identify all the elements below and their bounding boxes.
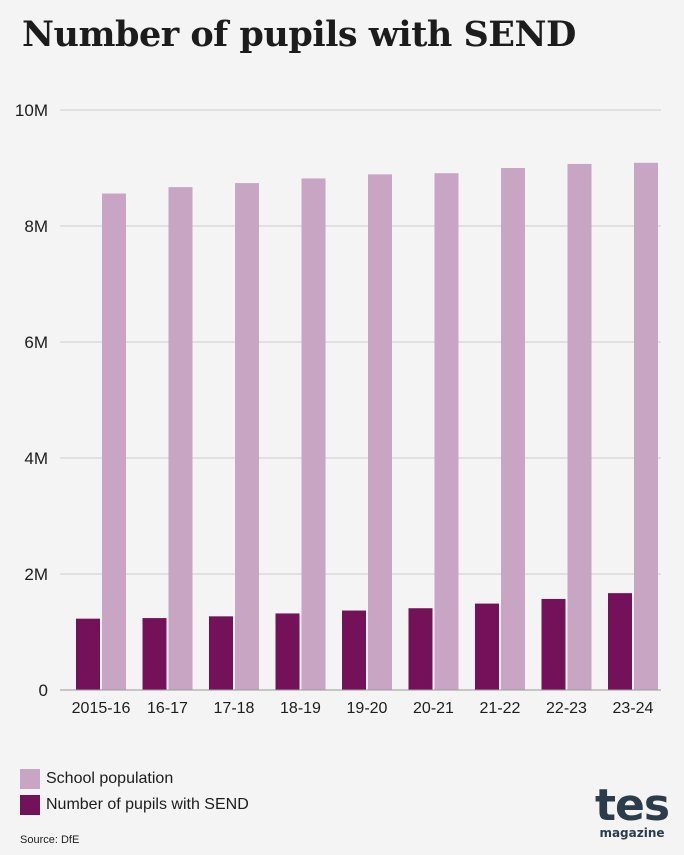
y-tick-label: 4M bbox=[24, 449, 48, 468]
legend-swatch-send bbox=[20, 795, 40, 815]
x-tick-label: 22-23 bbox=[546, 700, 587, 717]
bar-send bbox=[608, 593, 632, 690]
bar-school-population bbox=[501, 168, 525, 690]
bar-send bbox=[275, 613, 300, 690]
legend-label-send: Number of pupils with SEND bbox=[46, 796, 249, 813]
bar-send bbox=[475, 603, 499, 690]
bar-school-population bbox=[434, 173, 459, 691]
y-tick-label: 8M bbox=[24, 217, 48, 236]
x-tick-label: 23-24 bbox=[613, 700, 654, 717]
y-tick-label: 6M bbox=[24, 333, 48, 352]
source-note: Source: DfE bbox=[20, 834, 80, 846]
x-tick-label: 20-21 bbox=[413, 700, 454, 717]
y-tick-label: 0 bbox=[39, 681, 48, 700]
bar-school-population bbox=[368, 174, 392, 690]
bar-send bbox=[142, 618, 167, 690]
legend-label-school-population: School population bbox=[46, 770, 174, 787]
chart-title: Number of pupils with SEND bbox=[22, 14, 576, 55]
logo-sub: magazine bbox=[599, 826, 665, 840]
bar-school-population bbox=[102, 193, 126, 690]
bar-send bbox=[76, 618, 100, 690]
bar-school-population bbox=[168, 187, 193, 690]
x-tick-label: 21-22 bbox=[480, 700, 521, 717]
bar-send bbox=[342, 610, 366, 690]
y-tick-label: 10M bbox=[15, 101, 48, 120]
x-tick-label: 2015-16 bbox=[72, 700, 131, 717]
bar-school-population bbox=[567, 163, 592, 690]
bar-school-population bbox=[634, 162, 658, 690]
legend-swatch-school-population bbox=[20, 769, 40, 789]
x-tick-label: 16-17 bbox=[147, 700, 188, 717]
legend-item-school-population: School population bbox=[20, 766, 249, 792]
bar-send bbox=[408, 608, 433, 690]
x-tick-label: 19-20 bbox=[347, 700, 388, 717]
legend-item-send: Number of pupils with SEND bbox=[20, 792, 249, 818]
x-tick-label: 17-18 bbox=[214, 700, 255, 717]
bar-send bbox=[209, 616, 233, 690]
bar-school-population bbox=[235, 183, 259, 690]
y-tick-label: 2M bbox=[24, 565, 48, 584]
x-tick-label: 18-19 bbox=[280, 700, 321, 717]
tes-logo: tes magazine bbox=[594, 780, 670, 841]
bar-chart: 0 2M 4M 6M 8M 10M 2015-16 16-17 17-18 18-19 19-20 2… bbox=[15, 101, 661, 717]
bar-send bbox=[541, 598, 566, 690]
logo-word: tes bbox=[594, 780, 670, 831]
legend: School population Number of pupils with … bbox=[20, 766, 249, 818]
bar-school-population bbox=[301, 178, 326, 690]
